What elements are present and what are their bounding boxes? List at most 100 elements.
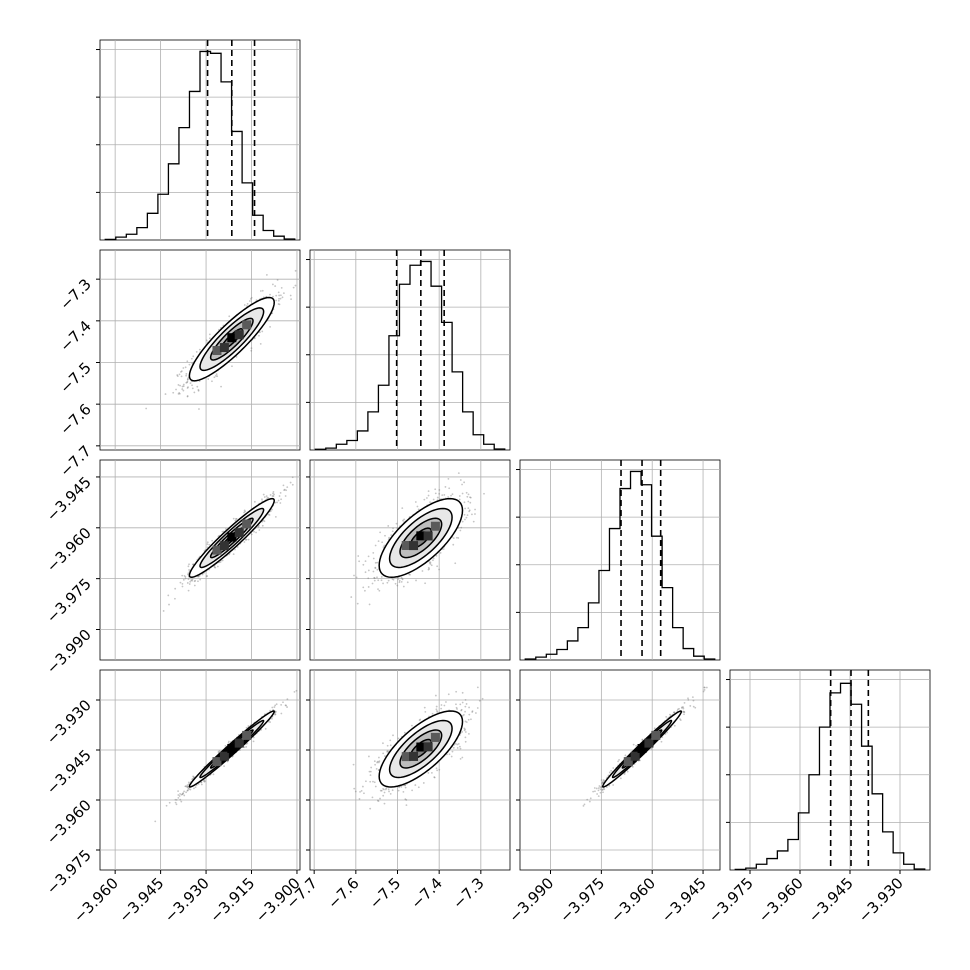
scatter-point bbox=[273, 493, 275, 496]
scatter-point bbox=[427, 490, 430, 493]
x-tick-label: −3.990 bbox=[505, 874, 557, 926]
scatter-point bbox=[188, 563, 190, 566]
y-tick-label: −7.4 bbox=[56, 317, 94, 355]
density-cell bbox=[212, 757, 222, 767]
scatter-point bbox=[282, 484, 285, 487]
scatter-point bbox=[367, 577, 370, 580]
scatter-point bbox=[224, 744, 227, 747]
scatter-point bbox=[278, 294, 281, 297]
scatter-point bbox=[221, 559, 224, 562]
scatter-point bbox=[291, 476, 294, 479]
x-axis-1: −7.7 −7.6 −7.5 −7.4 −7.3 bbox=[283, 870, 488, 913]
density-cell bbox=[234, 330, 244, 340]
scatter-point bbox=[191, 579, 193, 582]
scatter-point bbox=[206, 543, 209, 546]
scatter-point bbox=[211, 380, 213, 383]
scatter-point bbox=[174, 587, 177, 590]
scatter-point bbox=[371, 582, 374, 585]
scatter-point bbox=[389, 744, 392, 747]
scatter-point bbox=[196, 385, 199, 388]
scatter-point bbox=[271, 508, 273, 511]
scatter-point bbox=[451, 493, 454, 496]
density-core bbox=[401, 521, 440, 551]
scatter-point bbox=[272, 495, 275, 497]
scatter-point bbox=[278, 297, 280, 300]
scatter-point bbox=[430, 564, 433, 567]
density-cell bbox=[234, 528, 244, 538]
x-tick-label: −3.960 bbox=[755, 874, 807, 926]
scatter-point bbox=[181, 792, 184, 795]
scatter-point bbox=[388, 790, 390, 793]
scatter-point bbox=[461, 714, 464, 717]
scatter-point bbox=[191, 578, 194, 581]
scatter-point bbox=[429, 561, 432, 564]
scatter-point bbox=[277, 299, 280, 302]
scatter-point bbox=[186, 395, 189, 397]
x-tick-label: −3.930 bbox=[855, 874, 907, 926]
scatter-point bbox=[294, 284, 297, 287]
density-cell bbox=[219, 751, 229, 761]
scatter-point bbox=[467, 507, 470, 510]
scatter-point bbox=[436, 769, 439, 772]
scatter-point bbox=[368, 755, 370, 758]
scatter-point bbox=[376, 561, 379, 564]
scatter-point bbox=[177, 392, 180, 395]
scatter-point bbox=[269, 721, 271, 723]
y-axis-2: −3.990−3.975−3.960−3.945 bbox=[43, 473, 100, 678]
scatter-point bbox=[234, 548, 236, 551]
scatter-point bbox=[174, 597, 176, 600]
scatter-point bbox=[411, 724, 413, 727]
scatter-point bbox=[442, 548, 445, 550]
scatter-point bbox=[177, 796, 180, 799]
scatter-point bbox=[280, 703, 283, 706]
scatter-point bbox=[635, 744, 638, 747]
scatter-point bbox=[197, 388, 200, 391]
scatter-point bbox=[189, 788, 192, 791]
scatter-point bbox=[602, 779, 605, 781]
scatter-point bbox=[383, 788, 385, 791]
hist-panel-1 bbox=[306, 249, 511, 451]
scatter-point bbox=[373, 577, 376, 579]
scatter-point bbox=[440, 704, 443, 706]
scatter-point bbox=[182, 385, 185, 388]
scatter-point bbox=[692, 705, 695, 708]
scatter-point bbox=[423, 706, 426, 709]
scatter-point bbox=[458, 745, 461, 748]
scatter-point bbox=[417, 786, 420, 789]
y-tick-label: −7.5 bbox=[56, 359, 94, 397]
scatter-point bbox=[177, 790, 179, 793]
scatter-point bbox=[605, 786, 608, 788]
scatter-point bbox=[603, 788, 606, 791]
scatter-point bbox=[457, 472, 460, 475]
scatter-point bbox=[702, 690, 705, 693]
scatter-point bbox=[428, 568, 431, 570]
scatter-point bbox=[253, 530, 255, 533]
scatter-point bbox=[217, 750, 220, 753]
scatter-point bbox=[436, 565, 439, 568]
y-tick-label: −3.990 bbox=[43, 626, 95, 678]
x-tick-label: −3.960 bbox=[70, 874, 122, 926]
scatter-point bbox=[261, 330, 264, 333]
scatter-point bbox=[419, 718, 422, 721]
scatter-point bbox=[467, 500, 470, 503]
scatter-point bbox=[463, 501, 466, 504]
x-axis-2: −3.990−3.975−3.960−3.945 bbox=[505, 870, 710, 926]
scatter-point bbox=[586, 798, 589, 801]
scatter-point bbox=[274, 515, 277, 518]
y-tick-label: −3.975 bbox=[43, 846, 95, 898]
scatter-point bbox=[703, 686, 706, 689]
scatter-point bbox=[689, 705, 692, 707]
density-core bbox=[401, 732, 440, 762]
scatter-point bbox=[199, 578, 202, 581]
scatter-point bbox=[369, 770, 372, 773]
scatter-point bbox=[406, 581, 409, 584]
scatter-point bbox=[435, 767, 438, 770]
scatter-point bbox=[601, 782, 604, 785]
scatter-point bbox=[186, 582, 189, 584]
scatter-point bbox=[599, 791, 602, 794]
scatter-point bbox=[432, 559, 434, 562]
scatter-point bbox=[286, 706, 288, 708]
scatter-point bbox=[235, 518, 237, 520]
scatter-point bbox=[283, 489, 286, 492]
scatter-point bbox=[599, 788, 602, 791]
